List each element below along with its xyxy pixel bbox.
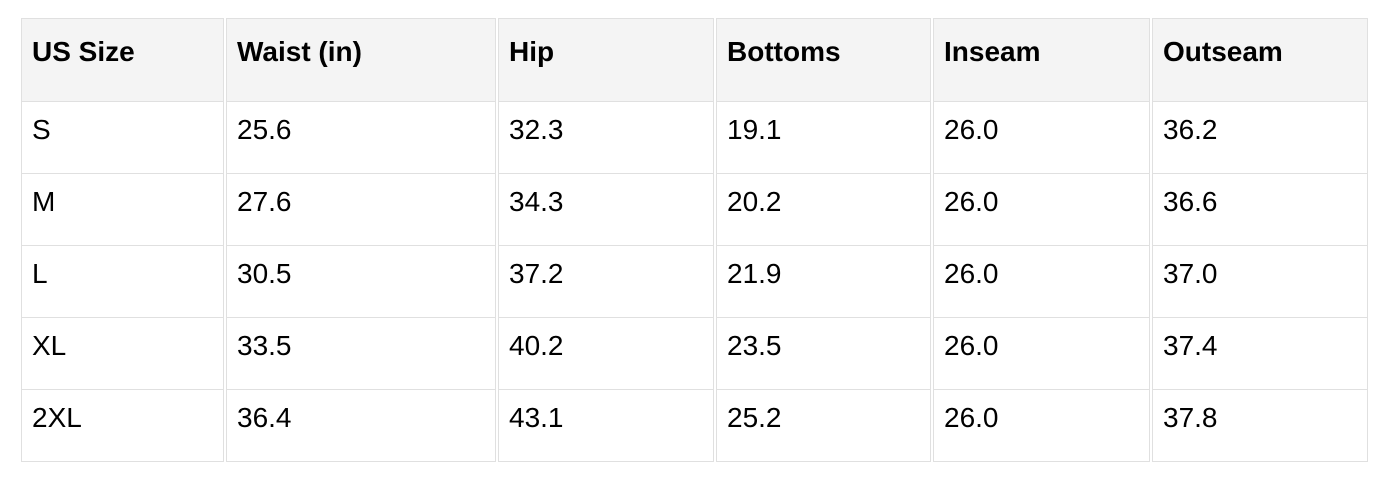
cell-waist: 36.4 (226, 390, 496, 462)
cell-bottoms: 20.2 (716, 174, 931, 246)
table-row-l: L 30.5 37.2 21.9 26.0 37.0 (21, 246, 1368, 318)
header-row: US Size Waist (in) Hip Bottoms Inseam Ou… (21, 18, 1368, 102)
size-chart-table: US Size Waist (in) Hip Bottoms Inseam Ou… (19, 18, 1370, 462)
cell-outseam: 37.0 (1152, 246, 1368, 318)
column-header-hip: Hip (498, 18, 714, 102)
table-row-xl: XL 33.5 40.2 23.5 26.0 37.4 (21, 318, 1368, 390)
cell-size: XL (21, 318, 224, 390)
cell-inseam: 26.0 (933, 390, 1150, 462)
column-header-bottoms: Bottoms (716, 18, 931, 102)
cell-outseam: 37.8 (1152, 390, 1368, 462)
cell-waist: 27.6 (226, 174, 496, 246)
cell-waist: 30.5 (226, 246, 496, 318)
cell-size: L (21, 246, 224, 318)
column-header-inseam: Inseam (933, 18, 1150, 102)
cell-bottoms: 19.1 (716, 102, 931, 174)
cell-hip: 32.3 (498, 102, 714, 174)
cell-waist: 33.5 (226, 318, 496, 390)
cell-outseam: 36.2 (1152, 102, 1368, 174)
cell-bottoms: 25.2 (716, 390, 931, 462)
cell-inseam: 26.0 (933, 102, 1150, 174)
cell-waist: 25.6 (226, 102, 496, 174)
cell-size: 2XL (21, 390, 224, 462)
cell-outseam: 36.6 (1152, 174, 1368, 246)
cell-inseam: 26.0 (933, 174, 1150, 246)
table-row-s: S 25.6 32.3 19.1 26.0 36.2 (21, 102, 1368, 174)
cell-size: S (21, 102, 224, 174)
cell-inseam: 26.0 (933, 318, 1150, 390)
column-header-us-size: US Size (21, 18, 224, 102)
cell-outseam: 37.4 (1152, 318, 1368, 390)
table-body: S 25.6 32.3 19.1 26.0 36.2 M 27.6 34.3 2… (21, 102, 1368, 462)
cell-hip: 40.2 (498, 318, 714, 390)
cell-bottoms: 23.5 (716, 318, 931, 390)
table-row-m: M 27.6 34.3 20.2 26.0 36.6 (21, 174, 1368, 246)
table-header: US Size Waist (in) Hip Bottoms Inseam Ou… (21, 18, 1368, 102)
cell-bottoms: 21.9 (716, 246, 931, 318)
column-header-waist: Waist (in) (226, 18, 496, 102)
cell-hip: 34.3 (498, 174, 714, 246)
cell-inseam: 26.0 (933, 246, 1150, 318)
cell-size: M (21, 174, 224, 246)
column-header-outseam: Outseam (1152, 18, 1368, 102)
cell-hip: 43.1 (498, 390, 714, 462)
table-row-2xl: 2XL 36.4 43.1 25.2 26.0 37.8 (21, 390, 1368, 462)
cell-hip: 37.2 (498, 246, 714, 318)
